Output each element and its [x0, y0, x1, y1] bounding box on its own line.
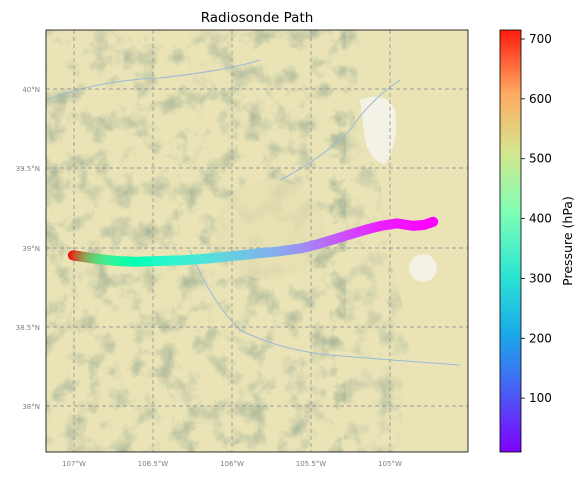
colorbar-tick-label: 300	[529, 271, 552, 285]
colorbar-label: Pressure (hPa)	[560, 196, 575, 286]
y-tick-label: 38.5°N	[16, 324, 40, 332]
colorbar-tick-label: 400	[529, 212, 552, 226]
colorbar-gradient	[499, 29, 522, 453]
map-area[interactable]	[46, 30, 468, 452]
x-tick-label: 107°W	[62, 460, 86, 468]
river-arkansas	[189, 249, 461, 366]
x-tick-labels: 107°W 106.5°W 106°W 105.5°W 105°W	[62, 460, 402, 468]
x-tick-label: 106.5°W	[138, 460, 169, 468]
x-tick-label: 105°W	[378, 460, 402, 468]
graticule	[46, 30, 468, 452]
colorbar-tick-label: 200	[529, 331, 552, 345]
y-tick-labels: 40°N 39.5°N 39°N 38.5°N 38°N	[16, 86, 40, 411]
colorbar-tick-label: 500	[529, 152, 552, 166]
colorbar-tick-label: 100	[529, 391, 552, 405]
colorbar-tick-label: 700	[529, 32, 552, 46]
y-tick-label: 38°N	[22, 403, 40, 411]
path-point	[428, 216, 439, 227]
colorbar-tick-label: 600	[529, 92, 552, 106]
x-tick-label: 106°W	[220, 460, 244, 468]
map-frame	[45, 29, 469, 453]
urban-area-denver	[360, 96, 397, 165]
chart-title: Radiosonde Path	[201, 10, 314, 26]
y-tick-label: 39.5°N	[16, 165, 40, 173]
south-park-basin	[215, 180, 325, 280]
colorbar: 100 200 300 400 500 600 700 Pressure (hPa)	[499, 29, 575, 453]
urban-area-colorado-springs	[409, 254, 437, 282]
colorbar-ticks: 100 200 300 400 500 600 700	[521, 32, 552, 405]
river-colorado	[46, 59, 261, 101]
y-tick-label: 40°N	[22, 86, 40, 94]
radiosonde-path	[67, 216, 439, 267]
x-tick-label: 105.5°W	[296, 460, 327, 468]
y-tick-label: 39°N	[22, 245, 40, 253]
